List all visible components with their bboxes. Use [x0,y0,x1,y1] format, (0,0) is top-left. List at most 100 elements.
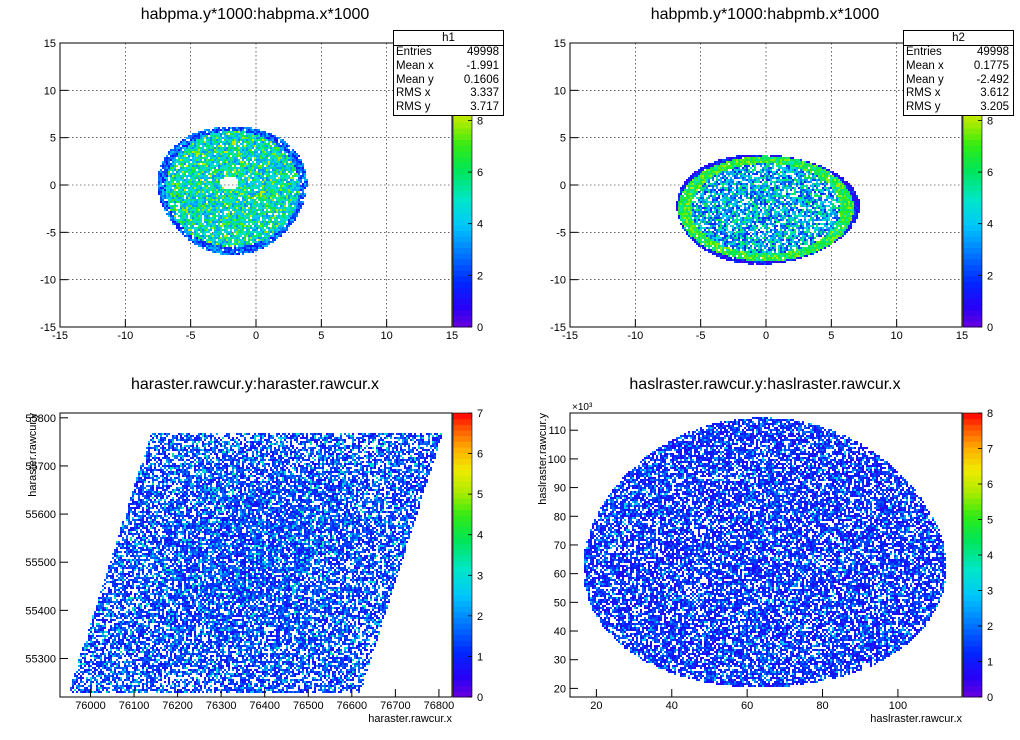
heatmap-cell [248,235,250,237]
heatmap-cell [262,163,264,165]
heatmap-cell [172,159,174,161]
heatmap-cell [296,171,298,173]
heatmap-cell [258,175,260,177]
heatmap-cell [198,199,200,201]
heatmap-cell [704,183,706,185]
heatmap-cell [254,141,256,143]
heatmap-cell [210,183,212,185]
heatmap-cell [258,241,260,243]
heatmap-cell [738,177,740,179]
heatmap-cell [288,165,290,167]
heatmap-cell [194,201,196,203]
heatmap-cell [762,169,764,171]
heatmap-cell [238,135,240,137]
heatmap-cell [170,191,172,193]
heatmap-cell [162,189,164,191]
heatmap-cell [262,215,264,217]
heatmap-cell [258,183,260,185]
heatmap-cell [244,153,246,155]
heatmap-cell [172,201,174,203]
heatmap-cell [264,239,266,241]
heatmap-cell [212,205,214,207]
heatmap-cell [772,187,774,189]
heatmap-cell [248,187,250,189]
heatmap-cell [812,185,814,187]
heatmap-cell [232,189,234,191]
heatmap-cell [270,175,272,177]
heatmap-cell [784,163,786,165]
heatmap-cell [224,151,226,153]
heatmap-cell [176,171,178,173]
heatmap-cell [250,147,252,149]
heatmap-cell [256,231,258,233]
heatmap-cell [284,177,286,179]
heatmap-cell [206,243,208,245]
heatmap-cell [272,161,274,163]
heatmap-cell [272,141,274,143]
heatmap-cell [270,187,272,189]
heatmap-cell [848,187,850,189]
heatmap-cell [814,175,816,177]
heatmap-cell [772,175,774,177]
heatmap-cell [204,169,206,171]
heatmap-cell [842,191,844,193]
heatmap-cell [182,165,184,167]
heatmap-cell [234,253,236,255]
heatmap-cell [274,211,276,213]
heatmap-cell [174,173,176,175]
heatmap-cell [226,141,228,143]
heatmap-cell [250,131,252,133]
heatmap-cell [792,181,794,183]
heatmap-cell [274,231,276,233]
heatmap-cell [766,155,768,157]
heatmap-cell [284,187,286,189]
heatmap-cell [798,191,800,193]
heatmap-cell [222,127,224,129]
heatmap-cell [214,137,216,139]
heatmap-cell [808,189,810,191]
heatmap-cell [174,193,176,195]
heatmap-cell [196,163,198,165]
heatmap-cell [730,199,732,201]
heatmap-cell [690,179,692,181]
heatmap-cell [162,167,164,169]
heatmap-cell [280,233,282,235]
heatmap-cell [284,151,286,153]
heatmap-cell [266,157,268,159]
heatmap-cell [816,173,818,175]
heatmap-cell [722,167,724,169]
heatmap-cell [288,157,290,159]
heatmap-cell [286,157,288,159]
heatmap-cell [230,147,232,149]
heatmap-cell [682,201,684,203]
heatmap-cell [740,183,742,185]
heatmap-cell [270,229,272,231]
heatmap-cell [752,189,754,191]
heatmap-cell [226,201,228,203]
heatmap-cell [746,171,748,173]
heatmap-cell [788,179,790,181]
heatmap-cell [294,173,296,175]
heatmap-cell [688,199,690,201]
heatmap-cell [164,185,166,187]
heatmap-cell [278,153,280,155]
heatmap-cell [832,187,834,189]
heatmap-cell [820,201,822,203]
heatmap-cell [224,165,226,167]
heatmap-cell [232,139,234,141]
heatmap-cell [216,227,218,229]
heatmap-cell [276,225,278,227]
heatmap-cell [234,211,236,213]
heatmap-cell [244,221,246,223]
heatmap-cell [254,131,256,133]
heatmap-cell [236,193,238,195]
heatmap-cell [732,191,734,193]
heatmap-cell [232,169,234,171]
heatmap-cell [194,213,196,215]
heatmap-cell [232,135,234,137]
heatmap-cell [758,197,760,199]
heatmap-cell [280,193,282,195]
heatmap-cell [202,149,204,151]
heatmap-cell [844,187,846,189]
heatmap-cell [214,221,216,223]
